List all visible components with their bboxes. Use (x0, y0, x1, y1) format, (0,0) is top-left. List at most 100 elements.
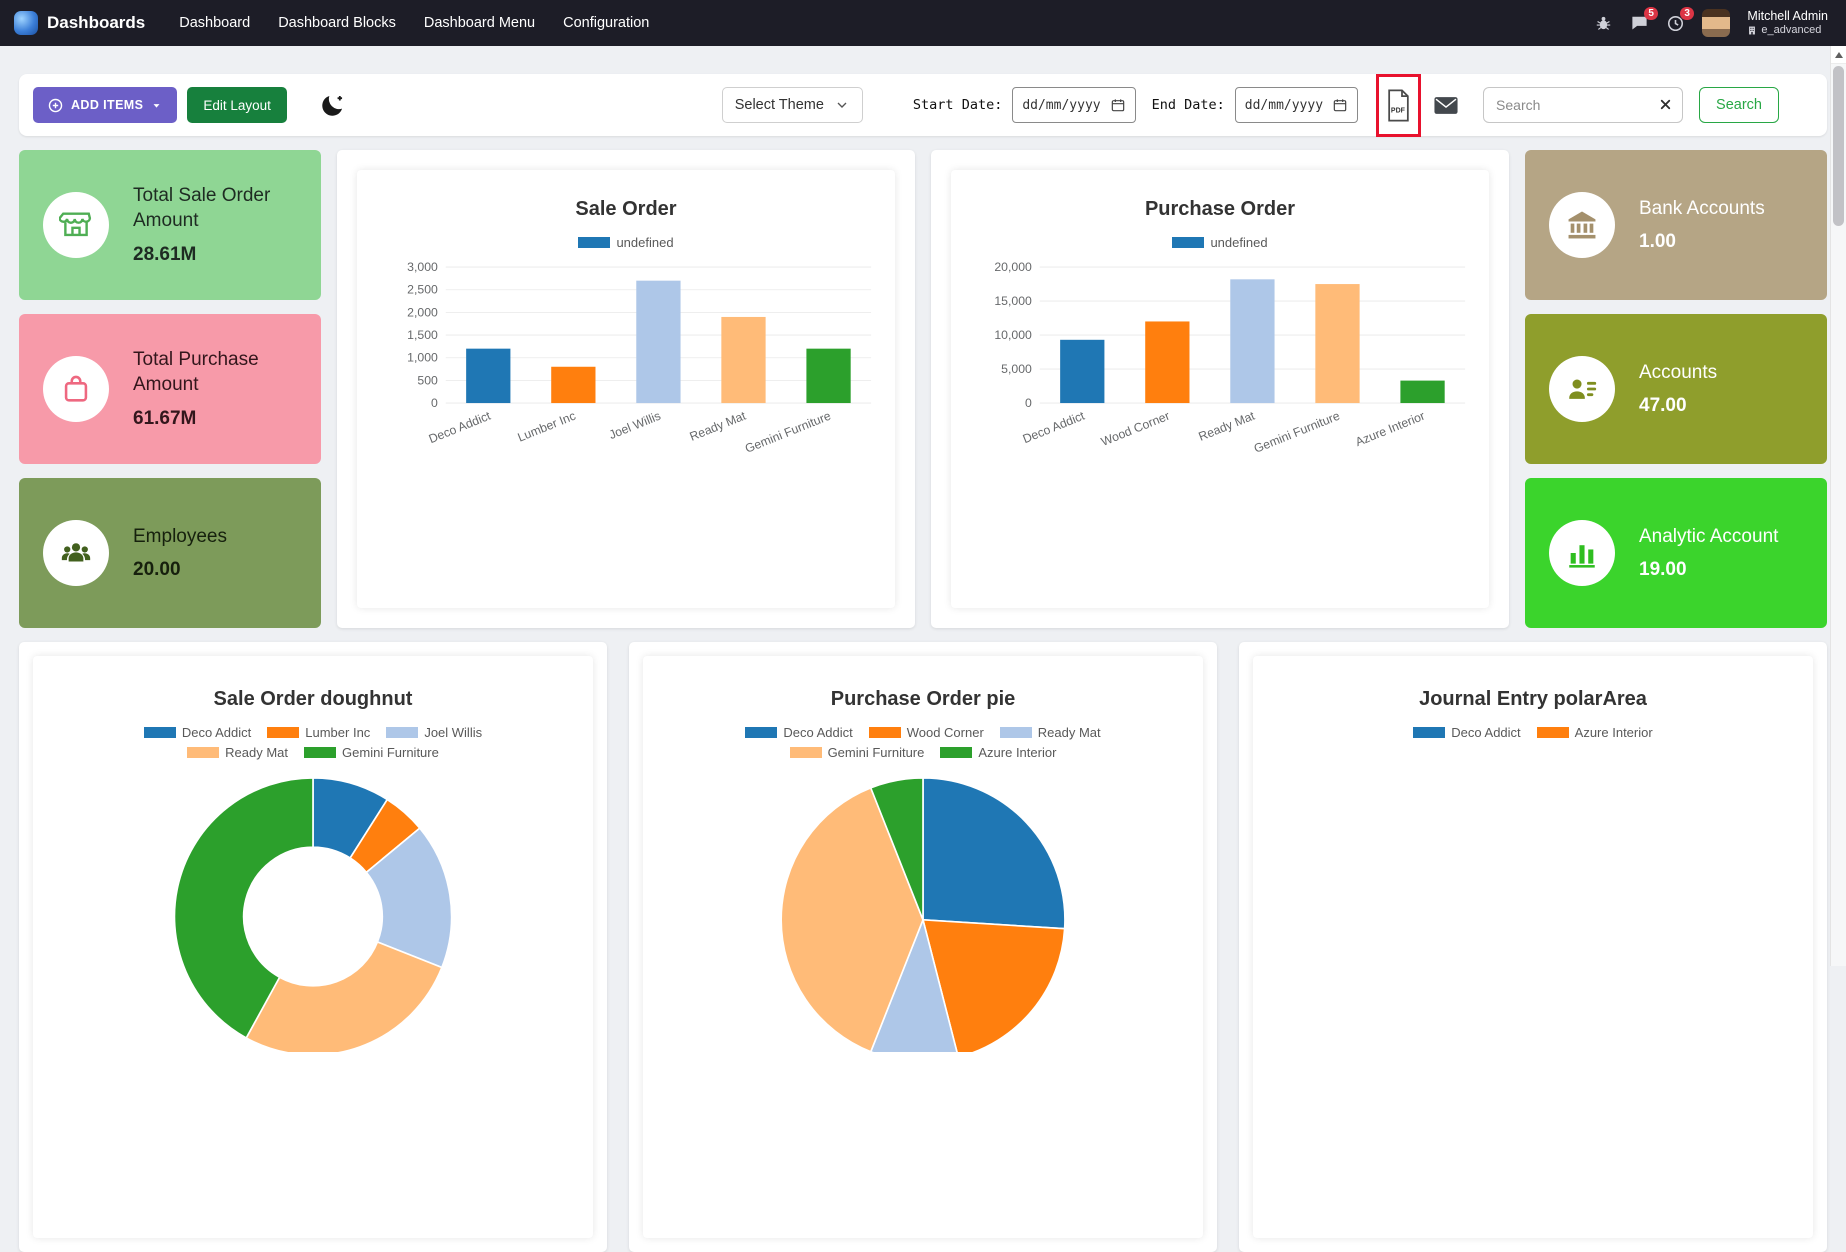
legend-label: Lumber Inc (305, 725, 371, 740)
chart-panel: Sale Order undefined 0 500 1,000 1,500 2,000… (357, 170, 895, 608)
app-brand[interactable]: Dashboards (47, 13, 146, 32)
legend-item[interactable]: undefined (1172, 235, 1268, 250)
legend-item[interactable]: Azure Interior (1536, 725, 1653, 740)
messages-button[interactable]: 5 (1630, 6, 1659, 33)
kpi-value: 28.61M (133, 243, 197, 265)
kpi-card-analytic-account[interactable]: Analytic Account 19.00 (1525, 478, 1827, 628)
chart-title: Sale Order (575, 198, 677, 220)
export-pdf-icon[interactable]: PDF (1384, 88, 1413, 123)
chart-title: Purchase Order pie (830, 688, 1016, 710)
legend-item[interactable]: Azure Interior (940, 745, 1056, 760)
legend-swatch (745, 727, 778, 738)
bug-report-icon[interactable] (1594, 14, 1613, 33)
kpi-card-employees[interactable]: Employees 20.00 (19, 478, 321, 628)
legend-item[interactable]: Wood Corner (868, 725, 984, 740)
legend-swatch (267, 727, 300, 738)
kpi-card-total-sale-order-amount[interactable]: Total Sale Order Amount 28.61M (19, 150, 321, 300)
clear-search-icon[interactable] (1658, 97, 1673, 112)
chart-legend: undefined (373, 235, 879, 250)
legend-item[interactable]: Deco Addict (143, 725, 251, 740)
legend-swatch (304, 747, 337, 758)
vertical-scrollbar[interactable] (1830, 46, 1846, 966)
kpi-icon-circle (43, 356, 109, 422)
end-date-label: End Date: (1151, 97, 1225, 113)
journal-entry-polararea-chart (1269, 748, 1797, 898)
kpi-icon-circle (1549, 520, 1615, 586)
svg-text:Lumber Inc: Lumber Inc (516, 409, 578, 445)
add-items-label: ADD ITEMS (71, 98, 144, 112)
chart-legend: Deco Addict Wood Corner Ready Mat Gemini Fu… (738, 725, 1108, 760)
svg-text:500: 500 (417, 373, 438, 387)
chart-panel: Journal Entry polarArea Deco Addict Azure… (1253, 656, 1813, 1238)
plus-circle-icon (47, 97, 64, 114)
edit-layout-button[interactable]: Edit Layout (187, 87, 287, 123)
legend-swatch (999, 727, 1032, 738)
calendar-icon[interactable] (1110, 97, 1126, 113)
end-date-input[interactable]: dd/mm/yyyy (1234, 87, 1359, 123)
legend-item[interactable]: Gemini Furniture (789, 745, 924, 760)
legend-item[interactable]: Deco Addict (745, 725, 853, 740)
svg-text:1,500: 1,500 (407, 328, 438, 342)
legend-label: Ready Mat (225, 745, 289, 760)
avatar[interactable] (1702, 9, 1731, 37)
activities-button[interactable]: 3 (1666, 6, 1695, 33)
user-menu[interactable]: Mitchell Admin e_advanced (1747, 9, 1828, 37)
search-input[interactable] (1483, 87, 1684, 123)
kpi-title: Analytic Account (1639, 525, 1779, 547)
dark-mode-toggle-icon[interactable] (319, 92, 346, 119)
legend-item[interactable]: undefined (578, 235, 674, 250)
legend-item[interactable]: Ready Mat (999, 725, 1101, 740)
kpi-card-accounts[interactable]: Accounts 47.00 (1525, 314, 1827, 464)
kpi-icon-circle (1549, 192, 1615, 258)
bank-icon (1565, 208, 1599, 242)
kpi-card-bank-accounts[interactable]: Bank Accounts 1.00 (1525, 150, 1827, 300)
kpi-value: 19.00 (1639, 559, 1687, 581)
select-theme-label: Select Theme (734, 97, 824, 113)
sale-order-bar-chart: 0 500 1,000 1,500 2,000 2,500 3,000 Deco Addict… (407, 260, 872, 456)
start-date-label: Start Date: (912, 97, 1003, 113)
start-date-input[interactable]: dd/mm/yyyy (1012, 87, 1136, 123)
send-mail-icon[interactable] (1433, 95, 1459, 116)
svg-text:3,000: 3,000 (407, 260, 438, 274)
caret-down-icon (150, 99, 163, 112)
nav-item-configuration[interactable]: Configuration (563, 15, 650, 31)
legend-item[interactable]: Lumber Inc (267, 725, 370, 740)
app-logo-icon[interactable] (14, 11, 38, 35)
add-items-button[interactable]: ADD ITEMS (33, 87, 178, 123)
pdf-export-wrap: PDF (1376, 73, 1422, 137)
svg-text:Deco Addict: Deco Addict (1021, 408, 1087, 446)
purchase-order-pie-chart (780, 777, 1066, 1052)
scroll-up-arrow[interactable] (1831, 46, 1846, 64)
chart-legend: undefined (967, 235, 1473, 250)
search-button[interactable]: Search (1699, 87, 1779, 123)
dashboard-main: Total Sale Order Amount 28.61M Total Pur… (0, 150, 1846, 1252)
legend-swatch (143, 727, 176, 738)
nav-item-dashboard-menu[interactable]: Dashboard Menu (423, 15, 536, 31)
legend-label: Gemini Furniture (342, 745, 439, 760)
kpi-value: 61.67M (133, 407, 197, 429)
scrollbar-thumb[interactable] (1833, 66, 1844, 226)
chart-title: Purchase Order (1144, 198, 1296, 220)
users-group-icon (59, 536, 93, 570)
legend-item[interactable]: Gemini Furniture (304, 745, 439, 760)
user-name: Mitchell Admin (1747, 8, 1828, 23)
nav-item-dashboard[interactable]: Dashboard (179, 15, 251, 31)
legend-item[interactable]: Ready Mat (187, 745, 288, 760)
nav-item-dashboard-blocks[interactable]: Dashboard Blocks (278, 15, 396, 31)
kpi-value: 20.00 (133, 559, 181, 581)
chart-title: Sale Order doughnut (213, 688, 413, 710)
clock-icon (1666, 14, 1685, 33)
bottom-row: Sale Order doughnut Deco Addict Lumber In… (19, 642, 1827, 1252)
kpi-title: Bank Accounts (1639, 197, 1765, 219)
kpi-title: Employees (133, 525, 227, 547)
select-theme-dropdown[interactable]: Select Theme (721, 87, 863, 123)
kpi-card-total-purchase-amount[interactable]: Total Purchase Amount 61.67M (19, 314, 321, 464)
svg-text:Gemini Furniture: Gemini Furniture (1252, 409, 1342, 456)
svg-text:10,000: 10,000 (994, 328, 1032, 342)
svg-text:Deco Addict: Deco Addict (427, 408, 493, 446)
legend-item[interactable]: Joel Willis (386, 725, 482, 740)
legend-item[interactable]: Deco Addict (1413, 725, 1521, 740)
calendar-icon[interactable] (1332, 97, 1348, 113)
building-icon (1747, 25, 1757, 36)
svg-text:1,000: 1,000 (407, 351, 438, 365)
